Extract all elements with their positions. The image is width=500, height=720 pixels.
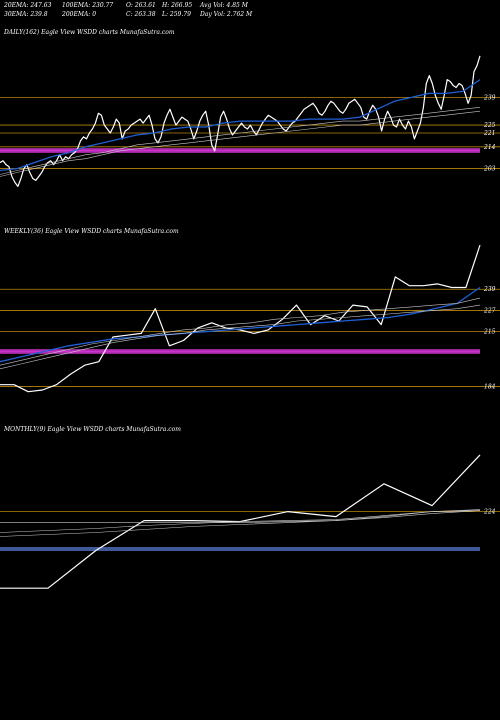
daily-series-ema-other-3	[0, 110, 481, 177]
daily-tick-label: 225	[483, 122, 496, 129]
monthly-series-ema-other-1	[0, 510, 481, 523]
header-day-vol: Day Vol: 2.762 M	[200, 11, 253, 18]
weekly-series-ema-other-3	[0, 304, 481, 370]
header-ema30: 30EMA: 239.8	[4, 11, 48, 18]
monthly-tick-label: 224	[483, 509, 496, 516]
weekly-tick-label: 184	[484, 383, 496, 390]
header-ema200: 200EMA: 0	[62, 11, 97, 18]
daily-tick-label: 239	[483, 94, 496, 101]
daily-series-ema-other-2	[0, 107, 481, 175]
header-ema20: 20EMA: 247.63	[4, 2, 52, 9]
weekly-tick-label: 215	[483, 329, 496, 336]
header-open: O: 263.61	[126, 2, 156, 9]
header-low: L: 259.79	[162, 11, 191, 18]
weekly-tick-label: 239	[483, 286, 496, 293]
daily-panel-title: DAILY(162) Eagle View WSDD charts Munafa…	[4, 29, 175, 36]
header-avg-vol: Avg Vol: 4.85 M	[200, 2, 248, 9]
daily-tick-label: 221	[483, 130, 495, 137]
weekly-tick-label: 227	[483, 307, 496, 314]
header-ema100: 100EMA: 230.77	[62, 2, 114, 9]
daily-series-price-0	[0, 55, 481, 187]
header-close: C: 263.38	[126, 11, 156, 18]
weekly-series-price-0	[0, 244, 481, 393]
header-high: H: 266.95	[162, 2, 193, 9]
monthly-panel-title: MONTHLY(9) Eagle View WSDD charts Munafa…	[4, 426, 181, 433]
monthly-series-ema-other-3	[0, 510, 481, 537]
weekly-series-ema-other-2	[0, 297, 481, 366]
weekly-panel-title: WEEKLY(36) Eagle View WSDD charts Munafa…	[4, 228, 179, 235]
weekly-series-ema-fast-1	[0, 286, 481, 363]
monthly-series-ema-other-2	[0, 509, 481, 533]
daily-tick-label: 214	[483, 144, 496, 151]
daily-tick-label: 203	[483, 166, 496, 173]
daily-series-ema-fast-1	[0, 79, 481, 172]
